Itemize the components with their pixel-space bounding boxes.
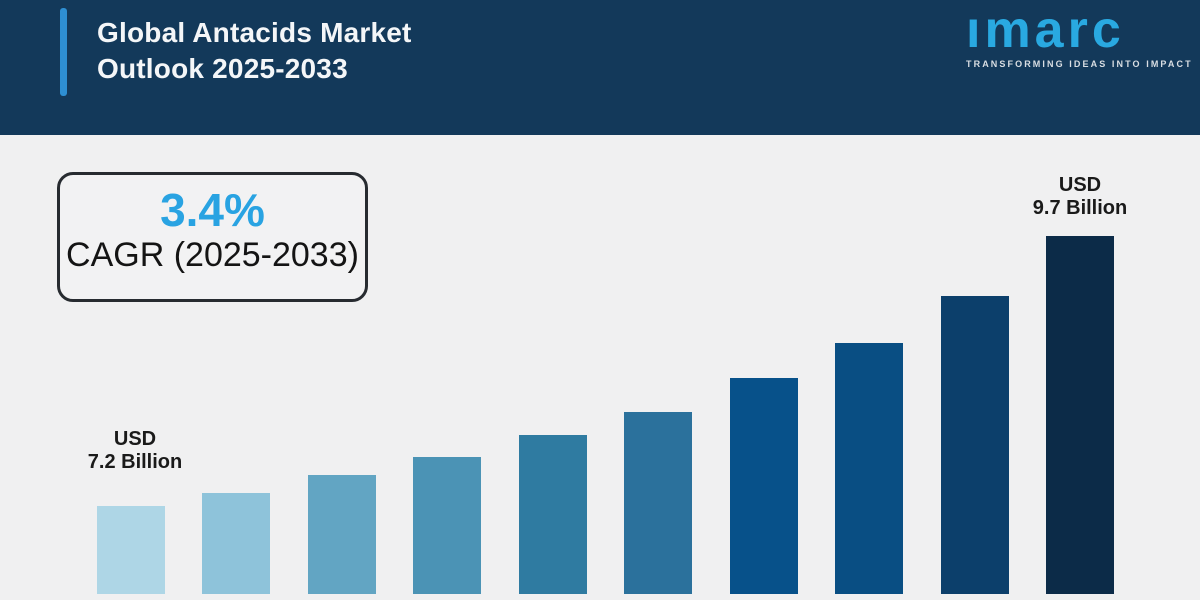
chart-bar — [624, 412, 692, 594]
chart-bar — [940, 296, 1009, 594]
chart-bar — [307, 475, 376, 594]
last-bar-value-currency: USD — [1058, 174, 1102, 196]
chart-bar — [202, 493, 270, 594]
chart-bar — [729, 378, 798, 594]
header: Global Antacids Market Outlook 2025-2033… — [0, 0, 1200, 135]
title-accent-bar — [60, 8, 67, 96]
page-title-line2: Outlook 2025-2033 — [97, 53, 348, 84]
imarc-logo: ımarc TRANSFORMING IDEAS INTO IMPACT — [966, 1, 1193, 69]
imarc-logo-tagline: TRANSFORMING IDEAS INTO IMPACT — [966, 59, 1193, 69]
page-title: Global Antacids Market Outlook 2025-2033 — [97, 15, 412, 87]
cagr-box: 3.4% CAGR (2025-2033) — [57, 172, 368, 302]
first-bar-value-label: USD 7.2 Billion — [65, 428, 205, 474]
last-bar-value-label: USD 9.7 Billion — [1010, 174, 1150, 220]
chart-bar — [1046, 236, 1114, 594]
page-title-line1: Global Antacids Market — [97, 17, 412, 48]
chart-bar — [413, 457, 481, 594]
imarc-logo-wordmark: ımarc — [966, 1, 1125, 59]
first-bar-value-amount: 7.2 Billion — [87, 451, 183, 473]
last-bar-value-amount: 9.7 Billion — [1032, 197, 1128, 219]
chart-bar — [835, 343, 903, 594]
chart-bar — [97, 506, 165, 594]
cagr-label: CAGR (2025-2033) — [66, 236, 359, 274]
cagr-value: 3.4% — [160, 184, 265, 236]
chart-bar — [518, 435, 587, 594]
first-bar-value-currency: USD — [113, 428, 157, 450]
